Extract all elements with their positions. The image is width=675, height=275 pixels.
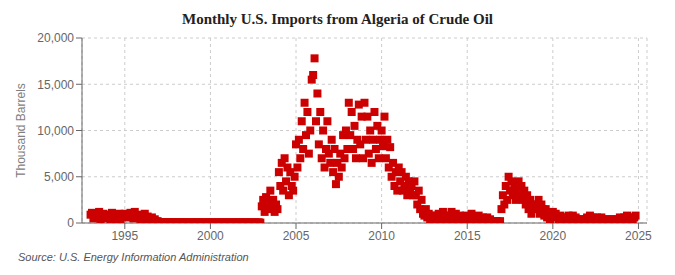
svg-text:2010: 2010 bbox=[368, 229, 395, 243]
svg-text:2020: 2020 bbox=[539, 229, 566, 243]
svg-text:1995: 1995 bbox=[111, 229, 138, 243]
html-text:Source: U.S. Energy Informatio: Source: U.S. Energy Information Administ… bbox=[18, 251, 249, 263]
svg-text:0: 0 bbox=[67, 216, 74, 230]
html-text:Monthly U.S. Imports from Alge: Monthly U.S. Imports from Algeria of Cru… bbox=[182, 11, 493, 27]
svg-text:2015: 2015 bbox=[454, 229, 481, 243]
svg-text:20,000: 20,000 bbox=[37, 31, 74, 45]
svg-text:15,000: 15,000 bbox=[37, 78, 74, 92]
svg-text:2025: 2025 bbox=[625, 229, 652, 243]
svg-text:5,000: 5,000 bbox=[44, 170, 74, 184]
svg-text:2005: 2005 bbox=[283, 229, 310, 243]
svg-text:2000: 2000 bbox=[197, 229, 224, 243]
svg-text:Thousand Barrels: Thousand Barrels bbox=[14, 83, 28, 178]
svg-text:10,000: 10,000 bbox=[37, 124, 74, 138]
